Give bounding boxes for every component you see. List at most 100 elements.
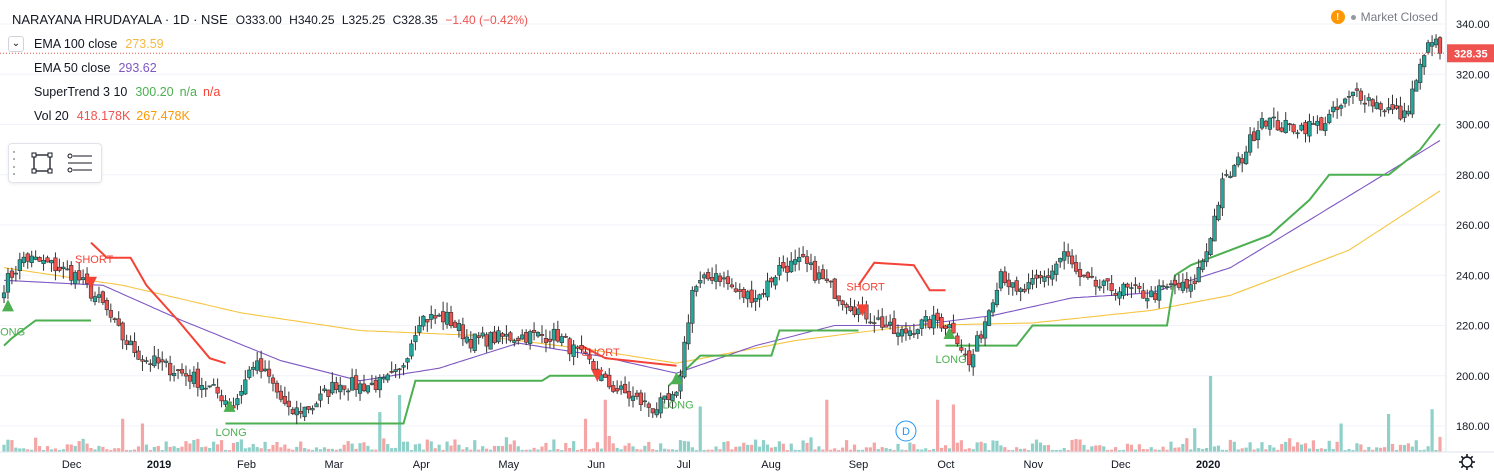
- candle-body: [880, 316, 885, 328]
- candle-body: [290, 408, 295, 415]
- candle-body: [262, 368, 268, 372]
- candle-body: [579, 345, 584, 350]
- price-tick-label: 340.00: [1456, 19, 1490, 31]
- candle: [634, 390, 640, 400]
- candle-body: [982, 321, 988, 339]
- candle: [464, 329, 469, 345]
- legend-volume[interactable]: Vol 20 418.178K 267.478K: [8, 104, 532, 128]
- volume-bar: [864, 447, 868, 452]
- volume-bar: [441, 449, 445, 452]
- candle: [409, 339, 414, 360]
- long-arrow-icon: [223, 399, 236, 412]
- candle: [812, 256, 818, 284]
- candle-body: [990, 302, 996, 313]
- candle-body: [1319, 117, 1324, 131]
- candle-body: [397, 368, 402, 371]
- candle-body: [1077, 269, 1083, 278]
- candle-body: [1402, 110, 1407, 118]
- candle: [583, 347, 588, 355]
- volume-bar: [445, 441, 449, 452]
- candle: [1137, 282, 1142, 293]
- candle: [1172, 275, 1178, 295]
- volume-bar: [65, 444, 69, 452]
- candle-body: [520, 334, 525, 340]
- volume-bar: [168, 446, 172, 452]
- candle: [888, 314, 893, 330]
- candle-body: [496, 330, 501, 343]
- candle-body: [1014, 280, 1019, 292]
- supertrend-line-down: [90, 241, 226, 365]
- volume-bar: [920, 449, 924, 452]
- legend-ema100[interactable]: ⌄ EMA 100 close 273.59: [8, 32, 532, 56]
- drawing-toolbar[interactable]: [8, 143, 102, 183]
- volume-bar: [623, 445, 627, 452]
- candle: [717, 272, 723, 287]
- volume-bar: [251, 443, 255, 452]
- candle-body: [638, 392, 644, 405]
- candle: [508, 331, 513, 343]
- candle: [535, 331, 541, 338]
- candle: [876, 309, 881, 321]
- candle-body: [239, 391, 244, 396]
- candle: [330, 372, 335, 395]
- candle: [259, 350, 264, 379]
- volume-bar: [655, 449, 659, 452]
- candle: [1184, 272, 1189, 293]
- volume-bar: [876, 449, 880, 452]
- volume-bar: [1299, 444, 1304, 452]
- candle: [504, 325, 509, 344]
- candle-body: [1267, 117, 1272, 130]
- candle: [1208, 236, 1213, 257]
- volume-bar: [231, 442, 236, 452]
- candle: [528, 329, 533, 350]
- volume-bar: [611, 443, 615, 452]
- candle-body: [899, 329, 905, 337]
- volume-bar: [1264, 449, 1268, 452]
- candle: [911, 323, 916, 338]
- candle: [156, 348, 161, 370]
- symbol-header: NARAYANA HRUDAYALA · 1D · NSE O333.00 H3…: [8, 8, 532, 32]
- candle: [670, 391, 675, 409]
- volume-bar: [417, 443, 421, 452]
- candle: [421, 315, 426, 331]
- legend-ema50[interactable]: EMA 50 close 293.62: [8, 56, 532, 80]
- volume-bar: [41, 450, 46, 452]
- volume-bar: [136, 446, 141, 452]
- warning-icon[interactable]: !: [1330, 10, 1345, 24]
- candle: [5, 268, 11, 300]
- candle: [1263, 119, 1269, 130]
- candle: [484, 332, 489, 353]
- rectangle-tool-icon[interactable]: [27, 148, 57, 178]
- volume-bar: [216, 444, 220, 452]
- volume-bar: [1074, 439, 1078, 452]
- candle-body: [441, 311, 446, 323]
- candle-body: [797, 256, 802, 262]
- long-arrow-icon: [1, 299, 14, 312]
- candle-body: [1101, 280, 1106, 286]
- candle-body: [472, 333, 477, 351]
- volume-bar: [10, 440, 14, 452]
- menu-lines-icon[interactable]: [65, 148, 95, 178]
- candle-body: [749, 289, 754, 303]
- candle-body: [785, 265, 790, 273]
- candle-body: [955, 335, 960, 345]
- volume-bar: [1343, 450, 1347, 452]
- volume-bar: [924, 448, 928, 452]
- candle-body: [223, 400, 228, 405]
- settings-gear-icon[interactable]: [1459, 454, 1475, 470]
- candle: [65, 260, 70, 271]
- candle-body: [919, 319, 924, 329]
- candle: [777, 257, 782, 281]
- legend-supertrend[interactable]: SuperTrend 3 10 300.20 n/a n/a: [8, 80, 532, 104]
- chevron-down-icon[interactable]: ⌄: [8, 36, 24, 52]
- market-status: ! Market Closed: [1330, 10, 1438, 24]
- candle-body: [1022, 288, 1027, 292]
- candle-body: [77, 270, 82, 281]
- price-tick-label: 300.00: [1456, 120, 1490, 132]
- volume-bar: [1169, 441, 1173, 452]
- candle: [148, 359, 153, 372]
- drag-handle-icon[interactable]: [13, 151, 19, 175]
- volume-bar: [591, 448, 596, 452]
- candle: [1382, 109, 1387, 117]
